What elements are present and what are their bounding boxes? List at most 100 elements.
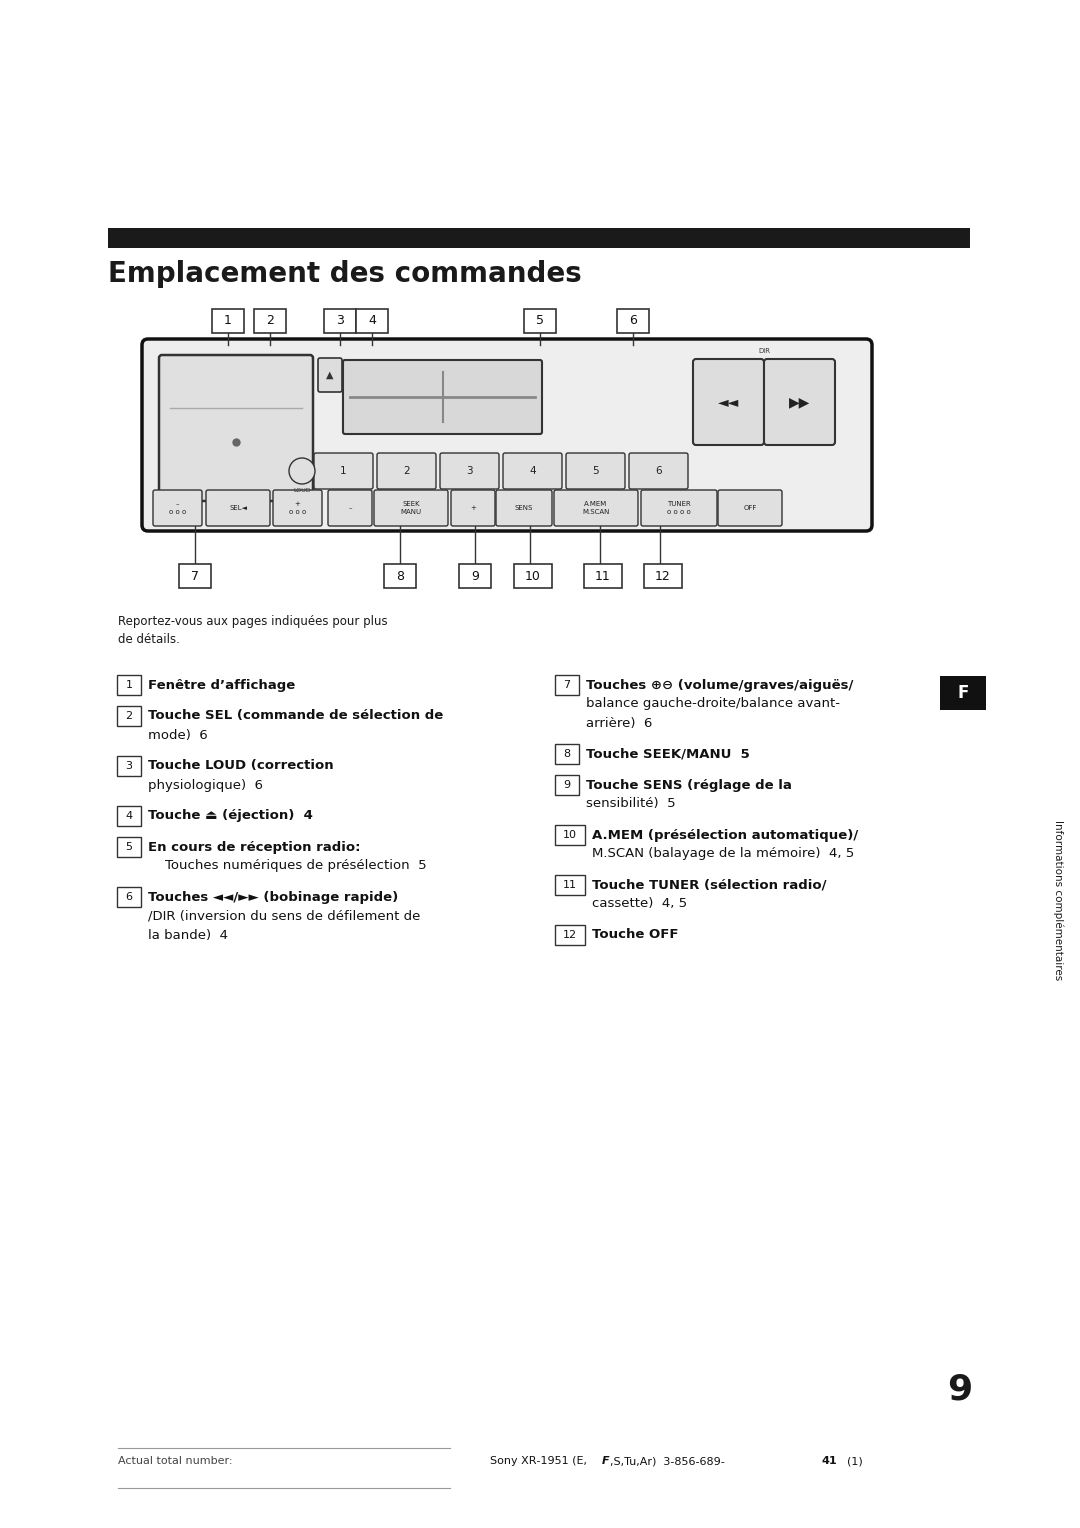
Text: LOUD: LOUD [293,487,311,494]
FancyBboxPatch shape [764,359,835,445]
Text: F: F [957,685,969,701]
Text: 9: 9 [471,570,478,582]
FancyBboxPatch shape [328,490,372,526]
FancyBboxPatch shape [314,452,373,489]
Text: M.SCAN (balayage de la mémoire)  4, 5: M.SCAN (balayage de la mémoire) 4, 5 [592,848,854,860]
Text: Touches ◄◄/►► (bobinage rapide): Touches ◄◄/►► (bobinage rapide) [148,891,399,903]
Bar [940,675,986,711]
Text: Reportez-vous aux pages indiquées pour plus
de détails.: Reportez-vous aux pages indiquées pour p… [118,614,388,646]
Text: 3: 3 [125,761,133,772]
Text: 12: 12 [563,931,577,940]
FancyBboxPatch shape [206,490,270,526]
Text: Fenêtre d’affichage: Fenêtre d’affichage [148,678,295,692]
Text: 12: 12 [656,570,671,582]
Text: 11: 11 [595,570,611,582]
FancyBboxPatch shape [503,452,562,489]
FancyBboxPatch shape [117,886,141,908]
Text: Touche SENS (réglage de la: Touche SENS (réglage de la [586,778,792,792]
Text: 6: 6 [629,315,637,327]
Bar [108,228,970,248]
FancyBboxPatch shape [459,564,491,588]
Text: F: F [602,1456,609,1465]
Text: –
o o o: – o o o [168,501,186,515]
Text: ▶▶: ▶▶ [788,396,810,410]
Text: cassette)  4, 5: cassette) 4, 5 [592,897,687,911]
Text: ◄◄: ◄◄ [718,396,739,410]
Text: 11: 11 [563,880,577,889]
Text: Touche SEEK/MANU  5: Touche SEEK/MANU 5 [586,747,750,761]
FancyBboxPatch shape [212,309,244,333]
Text: Touches ⊕⊖ (volume/graves/aiguës/: Touches ⊕⊖ (volume/graves/aiguës/ [586,678,853,692]
Text: Touche TUNER (sélection radio/: Touche TUNER (sélection radio/ [592,879,826,891]
Text: 4: 4 [125,811,133,821]
Text: balance gauche-droite/balance avant-: balance gauche-droite/balance avant- [586,697,840,711]
FancyBboxPatch shape [324,309,356,333]
FancyBboxPatch shape [555,924,585,944]
FancyBboxPatch shape [374,490,448,526]
FancyBboxPatch shape [584,564,622,588]
Text: Touches numériques de présélection  5: Touches numériques de présélection 5 [148,859,427,872]
Text: Actual total number:: Actual total number: [118,1456,232,1465]
FancyBboxPatch shape [566,452,625,489]
FancyBboxPatch shape [141,339,872,532]
FancyBboxPatch shape [117,805,141,827]
FancyBboxPatch shape [318,358,342,393]
FancyBboxPatch shape [153,490,202,526]
Text: Touche ⏏ (éjection)  4: Touche ⏏ (éjection) 4 [148,810,313,822]
FancyBboxPatch shape [693,359,764,445]
FancyBboxPatch shape [117,837,141,857]
Text: 6: 6 [656,466,662,477]
Text: 7: 7 [191,570,199,582]
Text: ▲: ▲ [326,370,334,380]
Text: DIR: DIR [758,348,770,354]
Text: SEEK
MANU: SEEK MANU [401,501,421,515]
Text: A.MEM (présélection automatique)/: A.MEM (présélection automatique)/ [592,828,859,842]
FancyBboxPatch shape [179,564,211,588]
FancyBboxPatch shape [554,490,638,526]
Text: Touche SEL (commande de sélection de: Touche SEL (commande de sélection de [148,709,443,723]
Text: arrière)  6: arrière) 6 [586,717,652,729]
Text: 8: 8 [564,749,570,759]
Text: 9: 9 [947,1374,973,1407]
FancyBboxPatch shape [629,452,688,489]
Circle shape [289,458,315,484]
Text: OFF: OFF [743,504,757,510]
FancyBboxPatch shape [377,452,436,489]
Text: +
o o o: + o o o [288,501,306,515]
FancyBboxPatch shape [440,452,499,489]
Text: 4: 4 [368,315,376,327]
Text: 41: 41 [822,1456,838,1465]
Text: Emplacement des commandes: Emplacement des commandes [108,260,582,287]
FancyBboxPatch shape [555,876,585,895]
Text: 5: 5 [125,842,133,853]
Text: SENS: SENS [515,504,534,510]
Text: Touche OFF: Touche OFF [592,929,678,941]
FancyBboxPatch shape [644,564,681,588]
Text: 8: 8 [396,570,404,582]
Text: Sony XR‑1951 (E,: Sony XR‑1951 (E, [490,1456,588,1465]
Text: mode)  6: mode) 6 [148,729,207,741]
Text: sensibilité)  5: sensibilité) 5 [586,798,676,810]
Text: ,S,Tu,Ar)  3‑856‑689‑: ,S,Tu,Ar) 3‑856‑689‑ [610,1456,725,1465]
FancyBboxPatch shape [617,309,649,333]
Text: /DIR (inversion du sens de défilement de: /DIR (inversion du sens de défilement de [148,909,420,923]
FancyBboxPatch shape [555,825,585,845]
Text: 5: 5 [536,315,544,327]
Text: 5: 5 [592,466,598,477]
FancyBboxPatch shape [514,564,552,588]
FancyBboxPatch shape [642,490,717,526]
FancyBboxPatch shape [555,675,579,695]
Text: 10: 10 [525,570,541,582]
FancyBboxPatch shape [117,706,141,726]
Text: Informations complémentaires: Informations complémentaires [1053,821,1063,979]
Text: TUNER
o o o o: TUNER o o o o [667,501,691,515]
FancyBboxPatch shape [718,490,782,526]
FancyBboxPatch shape [159,354,313,501]
Text: 1: 1 [224,315,232,327]
FancyBboxPatch shape [451,490,495,526]
Text: 7: 7 [564,680,570,691]
Text: +: + [470,504,476,510]
FancyBboxPatch shape [555,744,579,764]
FancyBboxPatch shape [496,490,552,526]
Text: 2: 2 [125,711,133,721]
